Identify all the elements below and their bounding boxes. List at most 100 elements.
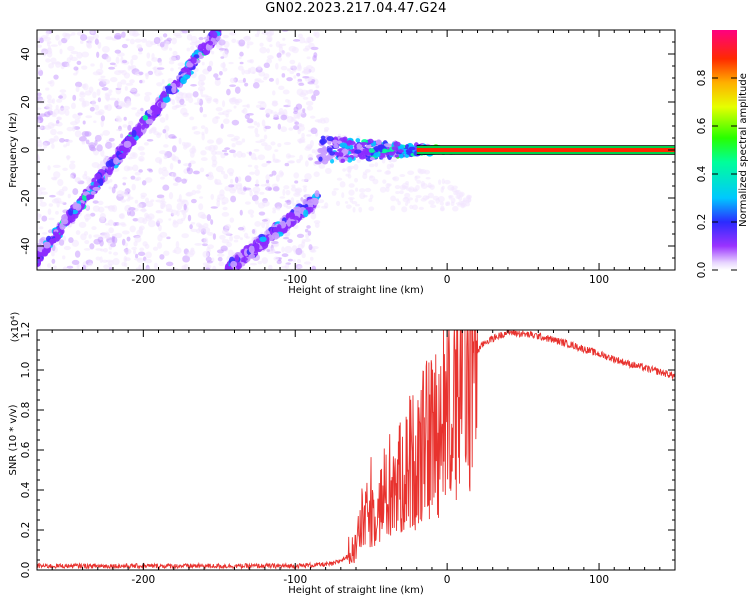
heatmap-cell — [324, 202, 329, 209]
heatmap-cell — [169, 47, 173, 51]
heatmap-cell — [108, 246, 113, 250]
colorbar-tick-label: 0.8 — [696, 70, 708, 87]
heatmap-cell — [40, 48, 48, 55]
heatmap-cell — [159, 117, 166, 123]
heatmap-cell — [286, 77, 293, 82]
heatmap-cell — [156, 218, 164, 224]
heatmap-cell — [295, 247, 303, 256]
heatmap-cell — [39, 37, 44, 44]
heatmap-cell — [134, 38, 142, 43]
heatmap-cell — [254, 127, 259, 135]
heatmap-cell — [298, 140, 306, 144]
heatmap-cell — [321, 158, 329, 165]
heatmap-cell — [225, 271, 232, 277]
heatmap-cell — [123, 256, 128, 263]
heatmap-cell — [153, 262, 159, 270]
heatmap-cell — [218, 70, 223, 76]
heatmap-cell — [83, 231, 89, 236]
heatmap-cell — [205, 256, 212, 262]
heatmap-cell — [372, 178, 379, 185]
heatmap-cell — [353, 163, 359, 171]
heatmap-cell — [446, 201, 451, 205]
heatmap-cell — [144, 258, 153, 264]
heatmap-cell — [397, 149, 404, 153]
heatmap-cell — [92, 186, 101, 192]
heatmap-cell — [42, 142, 48, 149]
heatmap-cell — [264, 144, 272, 151]
heatmap-cell — [97, 178, 102, 184]
heatmap-cell — [206, 214, 212, 222]
heatmap-cell — [257, 65, 262, 70]
heatmap-cell — [273, 111, 278, 118]
heatmap-cell — [155, 210, 161, 214]
heatmap-cell — [197, 223, 203, 228]
heatmap-cell — [174, 176, 182, 183]
heatmap-cell — [203, 227, 211, 234]
y-tick-label: 0.8 — [20, 402, 32, 419]
heatmap-cell — [97, 97, 102, 103]
heatmap-cell — [319, 138, 327, 145]
heatmap-cell — [229, 235, 233, 242]
heatmap-cell — [226, 266, 233, 270]
heatmap-cell — [207, 139, 215, 144]
heatmap-cell — [284, 263, 290, 270]
heatmap-cell — [37, 107, 42, 111]
heatmap-cell — [229, 84, 237, 88]
heatmap-cell — [287, 68, 291, 72]
heatmap-cell — [104, 232, 111, 240]
heatmap-cell — [96, 88, 101, 96]
heatmap-cell — [308, 76, 313, 82]
heatmap-cell — [405, 187, 413, 191]
heatmap-cell — [342, 168, 347, 172]
heatmap-cell — [56, 116, 63, 121]
heatmap-cell — [138, 155, 145, 162]
heatmap-cell — [368, 148, 376, 153]
heatmap-cell — [55, 104, 59, 110]
heatmap-cell — [165, 261, 174, 267]
heatmap-cell — [275, 77, 280, 86]
heatmap-cell — [164, 131, 169, 140]
heatmap-cell — [138, 52, 143, 55]
heatmap-cell — [121, 69, 127, 76]
heatmap-cell — [271, 170, 277, 176]
heatmap-cell — [115, 221, 120, 226]
heatmap-cell — [425, 176, 431, 180]
heatmap-cell — [222, 67, 228, 72]
heatmap-cell — [304, 160, 309, 167]
top-ylabel: Frequency (Hz) — [8, 112, 19, 188]
heatmap-cell — [385, 170, 391, 175]
heatmap-cell — [133, 240, 138, 247]
heatmap-cell — [281, 73, 286, 78]
heatmap-cell — [74, 130, 82, 138]
colorbar — [712, 30, 737, 270]
heatmap-cell — [394, 154, 399, 158]
heatmap-cell — [116, 128, 123, 132]
heatmap-cell — [50, 176, 58, 180]
heatmap-cell — [254, 183, 260, 187]
heatmap-cell — [45, 30, 50, 37]
heatmap-cell — [92, 33, 99, 40]
bottom-axes: -200 -100 0 100 0.0 0.2 0.4 0.6 0.8 1.0 1.2 — [20, 322, 676, 586]
snr-line — [37, 330, 675, 570]
heatmap-cell — [108, 186, 112, 190]
heatmap-cell — [235, 262, 242, 270]
heatmap-cell — [320, 119, 326, 124]
heatmap-cell — [265, 179, 270, 184]
heatmap-cell — [382, 148, 388, 154]
heatmap-cell — [283, 185, 290, 190]
heatmap-cell — [335, 200, 341, 206]
heatmap-cell — [181, 209, 185, 215]
heatmap-cell — [128, 207, 136, 211]
heatmap-cell — [86, 194, 92, 200]
heatmap-cell — [167, 77, 174, 84]
heatmap-cell — [62, 266, 68, 270]
heatmap-cell — [158, 167, 163, 175]
heatmap-cell — [298, 36, 306, 44]
heatmap-cell — [166, 236, 171, 240]
heatmap-cell — [318, 163, 326, 169]
heatmap-cell — [166, 37, 172, 42]
heatmap-cell — [294, 121, 300, 126]
heatmap-cell — [194, 242, 203, 246]
heatmap-cell — [215, 98, 219, 105]
heatmap-cell — [404, 144, 410, 150]
